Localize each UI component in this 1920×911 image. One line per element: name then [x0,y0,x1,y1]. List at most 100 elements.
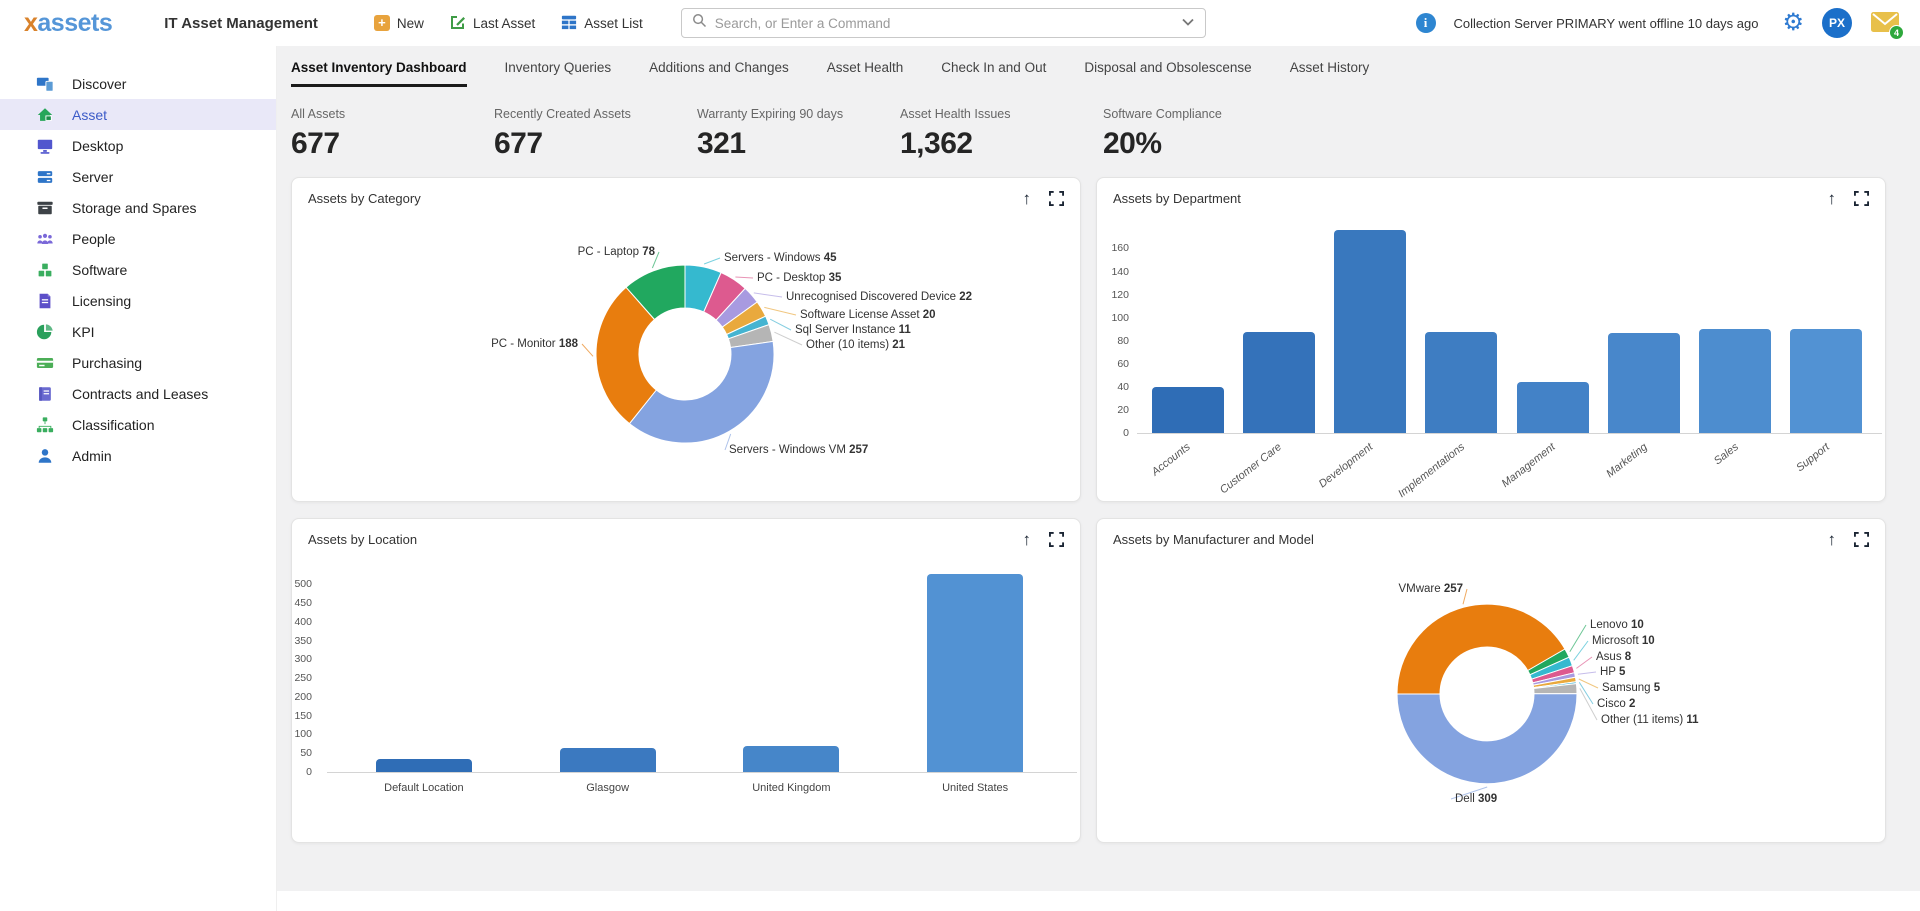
expand-icon[interactable] [1049,531,1064,547]
slice-vmware[interactable] [1396,603,1566,695]
bar-development[interactable] [1334,230,1407,433]
stat-label: All Assets [291,107,346,121]
slice-label: PC - Monitor 188 [491,338,578,350]
slice-servers-windows-vm[interactable] [628,340,775,444]
stat-value: 1,362 [900,127,973,160]
slice-label: Sql Server Instance 11 [795,324,911,336]
sidebar-item-software[interactable]: Software [0,254,276,285]
sidebar-item-kpi[interactable]: KPI [0,316,276,347]
avatar[interactable]: PX [1822,8,1852,38]
asset-list-button[interactable]: Asset List [561,14,643,33]
label-leader-line [1576,656,1593,669]
bar-sales[interactable] [1699,329,1772,433]
tab-asset-history[interactable]: Asset History [1289,60,1370,75]
label-leader-line [1573,640,1589,661]
sidebar-item-server[interactable]: Server [0,161,276,192]
chart-assets-by-department: 0 20 40 60 80 100 120 140 160 Accounts Customer Ca… [1097,218,1885,501]
export-up-arrow-icon[interactable]: ↑ [1827,188,1837,208]
bottom-strip [277,891,1920,911]
export-up-arrow-icon[interactable]: ↑ [1022,188,1032,208]
panel-header: Assets by Manufacturer and Model ↑ [1097,519,1885,559]
stat-value: 677 [494,127,543,160]
stat-asset-health-issues: Asset Health Issues 1,362 [900,107,1103,161]
bar-accounts[interactable] [1151,386,1224,433]
tab-check-in-and-out[interactable]: Check In and Out [941,60,1047,75]
logo-rest: assets [37,8,113,37]
bar-united-states[interactable] [927,573,1024,772]
asset-icon [36,106,54,124]
header-actions: + New Last Asset Asset List [373,14,643,33]
slice-pc-monitor[interactable] [595,286,658,425]
label-leader-line [1569,624,1587,652]
y-axis-tick: 50 [300,747,312,760]
sidebar-item-storage-and-spares[interactable]: Storage and Spares [0,192,276,223]
chevron-down-icon[interactable] [1181,14,1195,32]
expand-icon[interactable] [1854,531,1869,547]
label-leader-line [735,276,754,279]
sidebar-item-desktop[interactable]: Desktop [0,130,276,161]
gear-icon[interactable]: ⚙ [1782,9,1804,36]
y-axis-tick: 450 [294,596,312,609]
search-input[interactable] [714,15,1181,31]
tab-disposal-and-obsolescense[interactable]: Disposal and Obsolescense [1084,60,1252,75]
export-up-arrow-icon[interactable]: ↑ [1827,529,1837,549]
stat-value: 677 [291,127,340,160]
dashboard-grid: Assets by Category ↑ Servers - Windows 4… [291,177,1906,843]
sidebar-item-people[interactable]: People [0,223,276,254]
slice-pc-laptop[interactable] [625,264,686,321]
app-title: IT Asset Management [164,14,318,32]
bar-customer-care[interactable] [1242,331,1315,433]
bar-management[interactable] [1516,382,1589,433]
x-axis-label: Support [1794,441,1832,475]
export-up-arrow-icon[interactable]: ↑ [1022,529,1032,549]
slice-label: PC - Laptop 78 [577,246,655,258]
x-axis-label: Sales [1711,441,1741,468]
sidebar-item-asset[interactable]: Asset [0,99,276,130]
bar-united-kingdom[interactable] [743,745,840,772]
edit-icon [450,14,466,33]
notification-text: Collection Server PRIMARY went offline 1… [1453,15,1759,31]
bar-marketing[interactable] [1607,332,1680,433]
panel-header: Assets by Location ↑ [292,519,1080,559]
xassets-logo[interactable]: xassets [24,8,113,38]
panel-title: Assets by Location [308,531,418,547]
tab-inventory-queries[interactable]: Inventory Queries [504,60,612,75]
sidebar-item-discover[interactable]: Discover [0,68,276,99]
sidebar: Discover Asset Desktop Server Storage and Sp… [0,46,277,911]
table-icon [561,14,577,33]
stat-label: Recently Created Assets [494,107,631,121]
bar-glasgow[interactable] [559,747,656,772]
x-axis-label: Customer Care [1218,441,1285,497]
software-icon [36,261,54,279]
mail-button[interactable]: 4 [1870,10,1904,40]
bar-support[interactable] [1790,329,1863,433]
x-axis-label: Management [1500,441,1559,490]
slice-label: Cisco 2 [1597,698,1636,710]
expand-icon[interactable] [1854,190,1869,206]
bar-default-location[interactable] [375,758,472,772]
last-asset-button[interactable]: Last Asset [450,14,535,33]
x-axis-label: United States [942,782,1009,794]
sidebar-item-purchasing[interactable]: Purchasing [0,347,276,378]
x-axis-label: Development [1317,441,1376,491]
slice-label: Servers - Windows VM 257 [729,444,869,456]
sidebar-item-contracts-and-leases[interactable]: Contracts and Leases [0,378,276,409]
slice-label: Microsoft 10 [1592,635,1655,647]
stat-all-assets: All Assets 677 [291,107,494,161]
tab-asset-health[interactable]: Asset Health [826,60,904,75]
sidebar-item-licensing[interactable]: Licensing [0,285,276,316]
sidebar-item-admin[interactable]: Admin [0,440,276,471]
info-icon[interactable]: i [1415,13,1436,33]
command-search[interactable] [680,8,1206,38]
bar-implementations[interactable] [1425,331,1498,433]
y-axis-tick: 140 [1111,265,1129,278]
slice-dell[interactable] [1396,693,1578,785]
y-axis-tick: 500 [294,578,312,591]
logo-x: x [24,8,38,37]
new-button[interactable]: + New [373,15,424,31]
tab-asset-inventory-dashboard[interactable]: Asset Inventory Dashboard [291,60,467,87]
sidebar-item-classification[interactable]: Classification [0,409,276,440]
donut-chart [581,251,803,451]
tab-additions-and-changes[interactable]: Additions and Changes [649,60,789,75]
expand-icon[interactable] [1049,190,1064,206]
